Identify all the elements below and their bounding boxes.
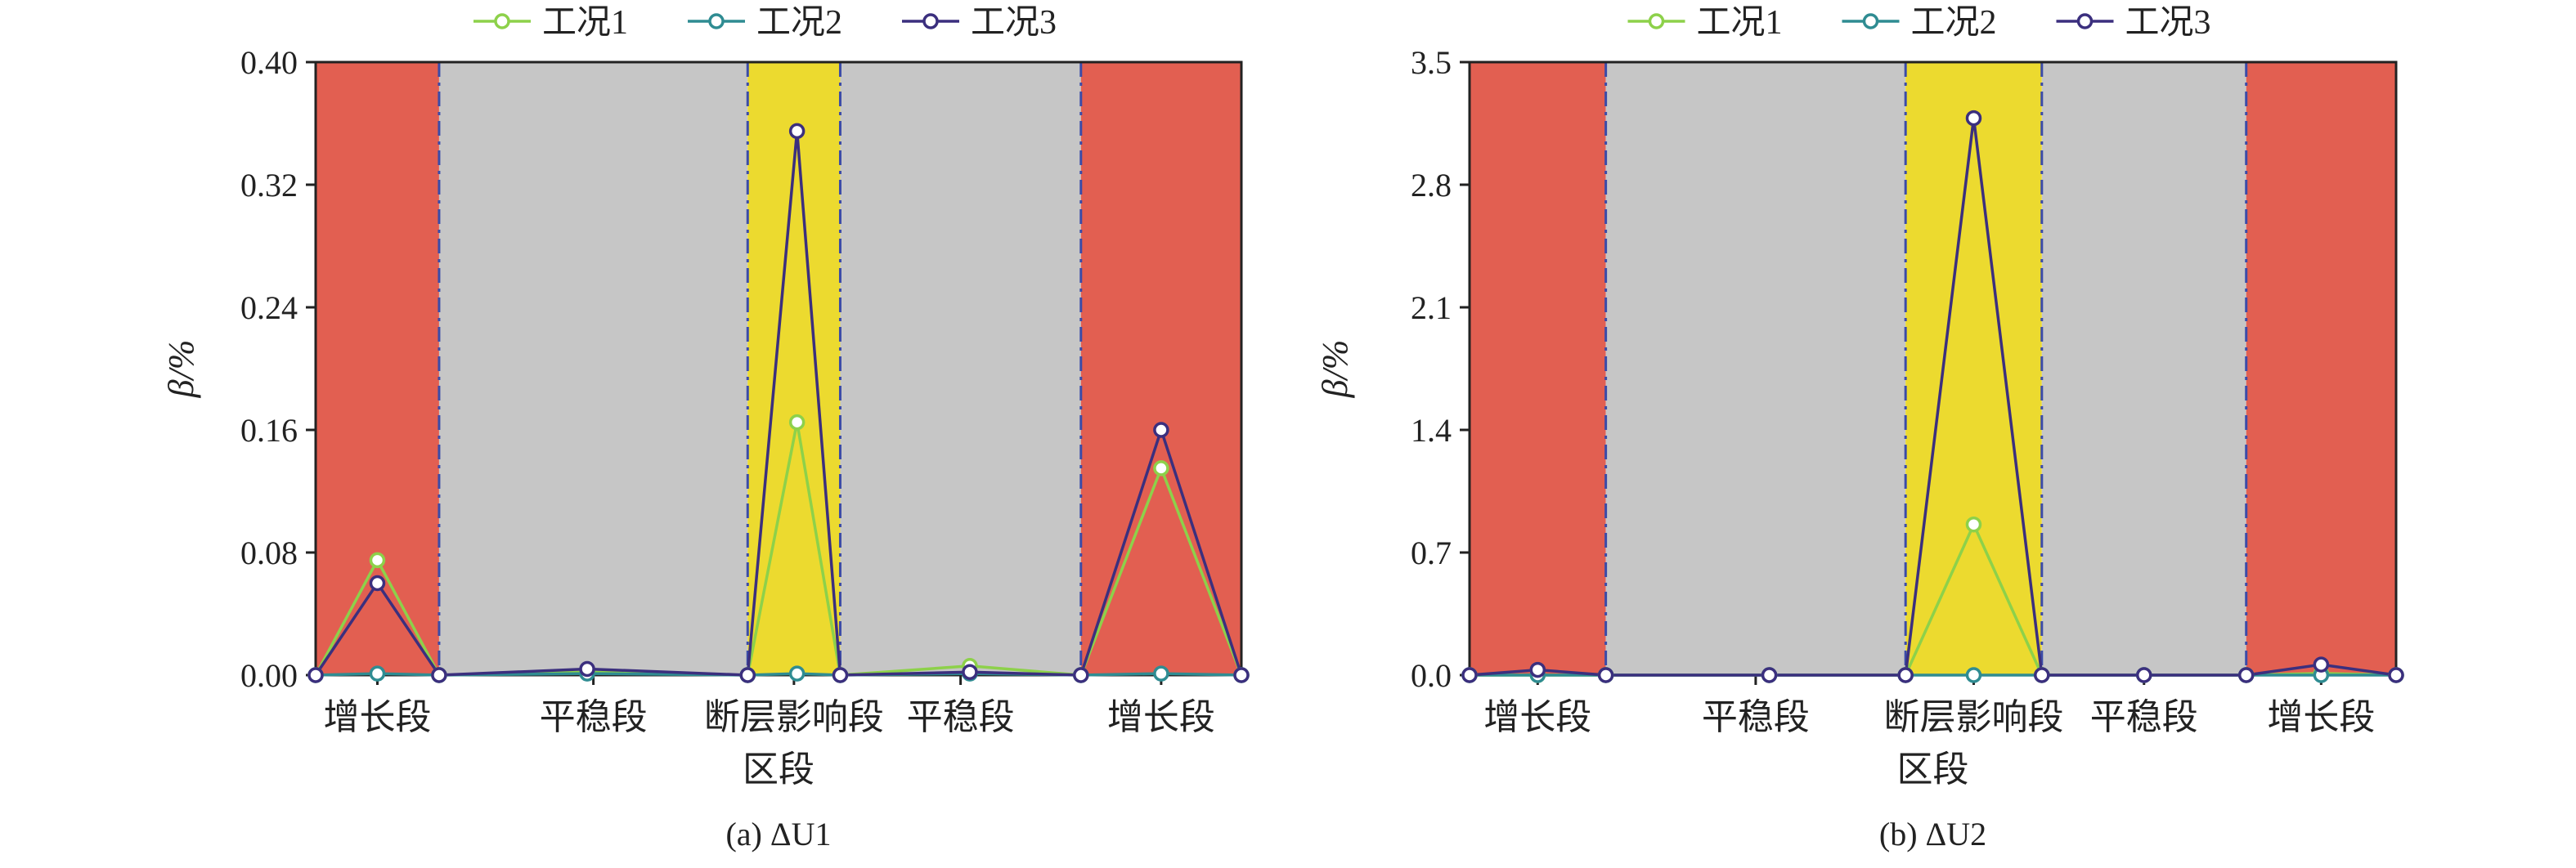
- zone-grow-0: [1470, 62, 1606, 675]
- y-tick-label: 0.32: [240, 167, 298, 204]
- legend-marker-3: [2076, 13, 2094, 29]
- series-3-point: [788, 123, 806, 140]
- x-category-label: 断层影响段: [1883, 697, 2063, 737]
- series-3-point: [579, 660, 595, 678]
- y-axis-title: β/%: [161, 340, 201, 399]
- x-category-label: 平稳段: [1702, 697, 1810, 737]
- legend-marker-2: [1862, 13, 1879, 29]
- series-3-point: [1233, 667, 1250, 683]
- legend-label-3: 工况3: [971, 4, 1057, 42]
- series-3-point: [2313, 656, 2330, 673]
- y-tick-label: 2.8: [1411, 167, 1452, 204]
- series-2-point: [1965, 667, 1982, 683]
- series-3-point: [1897, 667, 1914, 683]
- zone-grow-4: [1080, 62, 1241, 675]
- y-tick-label: 0.24: [240, 289, 298, 326]
- series-1-point: [1153, 460, 1169, 477]
- legend-marker-1: [494, 13, 510, 29]
- series-3-point: [1529, 661, 1546, 678]
- legend-label-2: 工况2: [1911, 4, 1997, 42]
- series-2-point: [1153, 665, 1169, 682]
- legend-marker-2: [708, 13, 725, 29]
- zone-stable-3: [2041, 62, 2246, 675]
- y-tick-label: 0.0: [1411, 657, 1452, 694]
- x-category-label: 平稳段: [907, 697, 1015, 737]
- x-category-label: 增长段: [323, 697, 431, 737]
- y-tick-label: 1.4: [1411, 412, 1452, 449]
- y-tick-label: 0.08: [240, 535, 298, 571]
- series-3-point: [369, 575, 386, 592]
- x-category-label: 增长段: [1483, 697, 1591, 737]
- series-2-point: [788, 665, 806, 682]
- series-3-point: [962, 664, 978, 680]
- x-category-label: 平稳段: [2090, 697, 2198, 737]
- panel-caption: (a) ΔU1: [725, 816, 831, 852]
- legend: 工况1 工况2 工况3: [473, 4, 1057, 42]
- series-3-point: [431, 667, 447, 683]
- series-3-point: [832, 667, 849, 683]
- series-1-point: [788, 414, 806, 431]
- x-axis-title: 区段: [743, 749, 815, 790]
- x-axis-title: 区段: [1897, 749, 1969, 790]
- x-category-label: 断层影响段: [704, 697, 884, 737]
- legend-label-1: 工况1: [1697, 4, 1783, 42]
- legend: 工况1 工况2 工况3: [1627, 4, 2211, 42]
- zone-grow-0: [316, 62, 439, 675]
- x-category-label: 增长段: [1107, 697, 1215, 737]
- series-3-point: [1461, 667, 1478, 683]
- series-3-point: [2034, 667, 2050, 683]
- zone-stable-1: [438, 62, 748, 675]
- zone-stable-1: [1605, 62, 1906, 675]
- y-tick-label: 0.16: [240, 412, 298, 449]
- legend-label-1: 工况1: [542, 4, 628, 42]
- legend-label-2: 工况2: [756, 4, 842, 42]
- zone-fault-2: [1905, 62, 2042, 675]
- series-3-point: [2136, 667, 2152, 683]
- series-3-point: [1597, 667, 1614, 683]
- series-1-point: [369, 552, 386, 569]
- panel-caption: (b) ΔU2: [1879, 816, 1986, 852]
- zone-stable-3: [840, 62, 1081, 675]
- y-tick-label: 0.00: [240, 657, 298, 694]
- y-tick-label: 0.40: [240, 44, 298, 81]
- series-3-point: [307, 667, 324, 683]
- legend-label-3: 工况3: [2125, 4, 2211, 42]
- x-category-label: 平稳段: [540, 697, 648, 737]
- legend-marker-1: [1648, 13, 1665, 29]
- y-tick-label: 3.5: [1411, 44, 1452, 81]
- series-1-point: [1965, 516, 1982, 533]
- series-3-point: [1153, 422, 1169, 438]
- y-axis-title: β/%: [1315, 340, 1355, 399]
- series-3-point: [2388, 667, 2404, 683]
- series-3-point: [1761, 667, 1778, 683]
- series-3-point: [739, 667, 756, 683]
- x-category-label: 增长段: [2267, 697, 2375, 737]
- series-3-point: [1073, 667, 1089, 683]
- y-tick-label: 2.1: [1411, 289, 1452, 326]
- zone-grow-4: [2246, 62, 2396, 675]
- y-tick-label: 0.7: [1411, 535, 1452, 571]
- legend-marker-3: [922, 13, 939, 29]
- series-3-point: [1965, 110, 1982, 127]
- series-2-point: [369, 665, 386, 682]
- series-3-point: [2237, 667, 2255, 683]
